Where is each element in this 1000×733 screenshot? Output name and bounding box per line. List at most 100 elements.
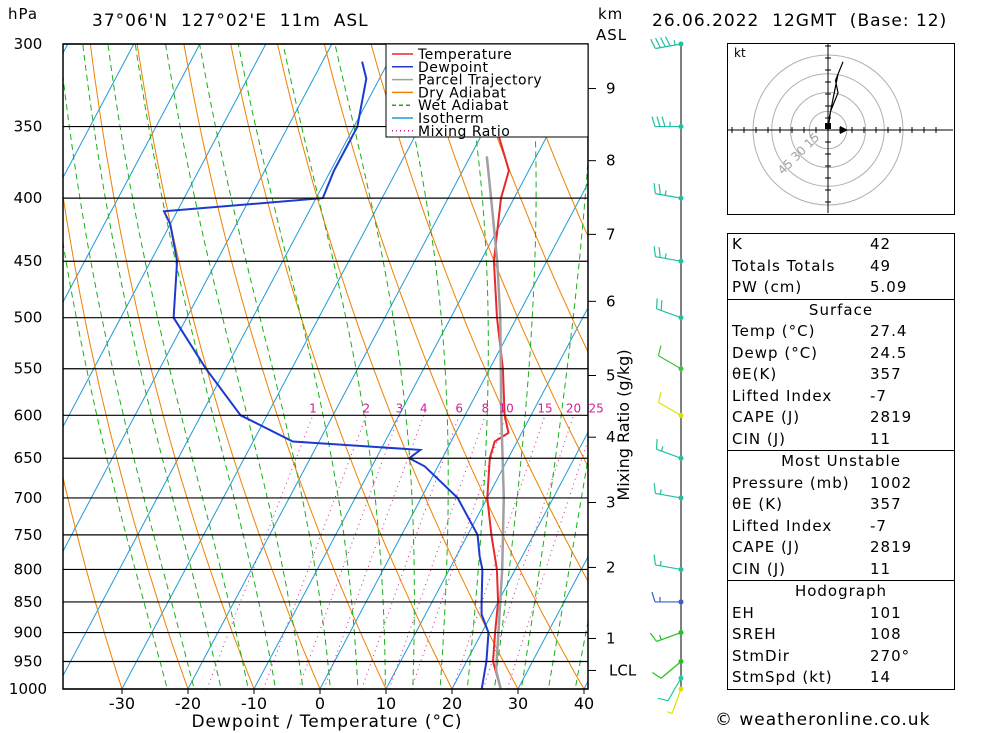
wet-adiabat-line — [394, 44, 449, 689]
mixing-ratio-line — [262, 415, 367, 689]
indices-block: K 42 Totals Totals 49 PW (cm) 5.09 — [727, 233, 955, 300]
row-value: 357 — [870, 365, 902, 383]
wind-barb-feather — [653, 554, 656, 566]
wind-barb-staff — [655, 564, 682, 571]
pressure-tick-label: 600 — [14, 406, 43, 424]
wet-adiabat-line — [63, 239, 168, 689]
km-tick-label: 7 — [606, 225, 616, 243]
storm-motion-arrow — [840, 126, 848, 134]
isotherm-line — [517, 555, 588, 689]
table-row: SREH 108 — [728, 624, 954, 646]
row-label: K — [732, 235, 743, 253]
row-label: Temp (°C) — [732, 322, 816, 340]
row-value: -7 — [870, 516, 887, 535]
hodograph-panel: kt 15 30 45 — [719, 21, 955, 239]
dry-adiabat-line — [510, 44, 588, 238]
wind-barb-half-feather — [659, 560, 662, 566]
km-tick-label: 8 — [606, 152, 616, 170]
mixing-ratio-label: 1 — [309, 401, 317, 415]
wind-barb — [655, 298, 684, 321]
table-row: CIN (J) 11 — [728, 429, 954, 451]
x-tick-label: 20 — [442, 694, 462, 713]
legend-label: Isotherm — [418, 111, 484, 127]
table-row: StmDir 270° — [728, 646, 954, 668]
dry-adiabat-line — [63, 475, 123, 689]
row-value: -7 — [870, 386, 887, 405]
dry-adiabat-line — [968, 0, 1000, 715]
pressure-tick-label: 350 — [14, 118, 43, 136]
pressure-tick-label: 900 — [14, 624, 43, 642]
wind-barb — [657, 675, 684, 702]
table-row: Pressure (mb) 1002 — [728, 473, 954, 495]
wet-adiabat-line — [63, 72, 195, 689]
mixing-ratio-label: 2 — [363, 401, 371, 415]
row-label: PW (cm) — [732, 278, 803, 296]
wet-adiabat-line — [520, 153, 588, 689]
wind-barb-feather — [653, 246, 656, 257]
mixing-ratio-label: 3 — [396, 401, 404, 415]
copyright: © weatheronline.co.uk — [715, 710, 931, 730]
wind-barb-feather — [658, 184, 661, 195]
wind-barb-staff — [658, 355, 682, 370]
wind-barb — [655, 438, 684, 461]
wind-barb — [657, 392, 684, 418]
blk-surface-title: Surface — [808, 300, 874, 319]
wind-barb-staff — [655, 193, 682, 199]
dry-adiabat-line — [89, 44, 255, 689]
table-row: StmSpd (kt) 14 — [728, 667, 954, 689]
mixing-ratio-label: 6 — [455, 401, 463, 415]
row-value: 270° — [870, 646, 911, 665]
wind-barb — [650, 36, 684, 50]
wind-barb-staff — [655, 256, 682, 262]
row-label: θE (K) — [732, 495, 783, 513]
series-temperature — [470, 60, 510, 689]
pressure-tick-label: 850 — [14, 593, 43, 611]
wind-barb — [652, 659, 684, 679]
legend-label: Parcel Trajectory — [418, 73, 542, 89]
wet-adiabat-line — [334, 44, 415, 689]
table-row: CAPE (J) 2819 — [728, 537, 954, 559]
plot-frame — [62, 43, 589, 690]
row-value: 14 — [870, 668, 892, 686]
mixing-ratio-label: 15 — [537, 401, 552, 415]
legend-box — [385, 43, 589, 138]
row-label: StmSpd (kt) — [732, 668, 833, 686]
series-parcel-trajectory — [485, 156, 506, 689]
row-label: θE(K) — [732, 365, 778, 383]
mixing-ratio-label: 8 — [482, 401, 490, 415]
wind-barb-half-feather — [667, 711, 673, 714]
wind-barb-staff — [667, 677, 682, 701]
blk-mu-title: Most Unstable — [781, 452, 901, 470]
table-row: Totals Totals 49 — [728, 256, 954, 278]
mixing-ratio-line — [206, 415, 314, 689]
wind-barb-staff — [655, 492, 682, 499]
wet-adiabat-line — [107, 44, 249, 689]
wind-barb — [649, 630, 684, 643]
legend-label: Wet Adiabat — [418, 98, 509, 114]
table-row: θE(K) 357 — [728, 364, 954, 386]
x-tick-label: 10 — [376, 694, 396, 713]
wind-barb-half-feather — [660, 446, 664, 452]
row-value: 5.09 — [870, 278, 908, 296]
row-value: 108 — [870, 625, 902, 643]
hodograph-unit: kt — [734, 46, 746, 60]
table-row: Lifted Index -7 — [728, 386, 954, 408]
row-value: 11 — [870, 559, 892, 578]
table-row: EH 101 — [728, 603, 954, 625]
wind-barb-staff — [660, 661, 682, 679]
wind-barb-feather — [651, 591, 656, 603]
row-value: 49 — [870, 256, 892, 275]
pressure-tick-label: 700 — [14, 489, 43, 507]
blk-hodo-title: Hodograph — [794, 582, 888, 600]
legend-label: Temperature — [417, 47, 512, 63]
wind-barb-feather — [660, 37, 666, 48]
pressure-tick-label: 950 — [14, 653, 43, 671]
hpa-label: hPa — [8, 5, 39, 23]
datetime-title: 26.06.2022 12GMT (Base: 12) — [652, 11, 948, 31]
wet-adiabat-line — [282, 44, 386, 689]
isotherm-line — [385, 306, 588, 689]
x-tick-label: 0 — [315, 694, 325, 713]
asl-label: ASL — [596, 26, 628, 44]
